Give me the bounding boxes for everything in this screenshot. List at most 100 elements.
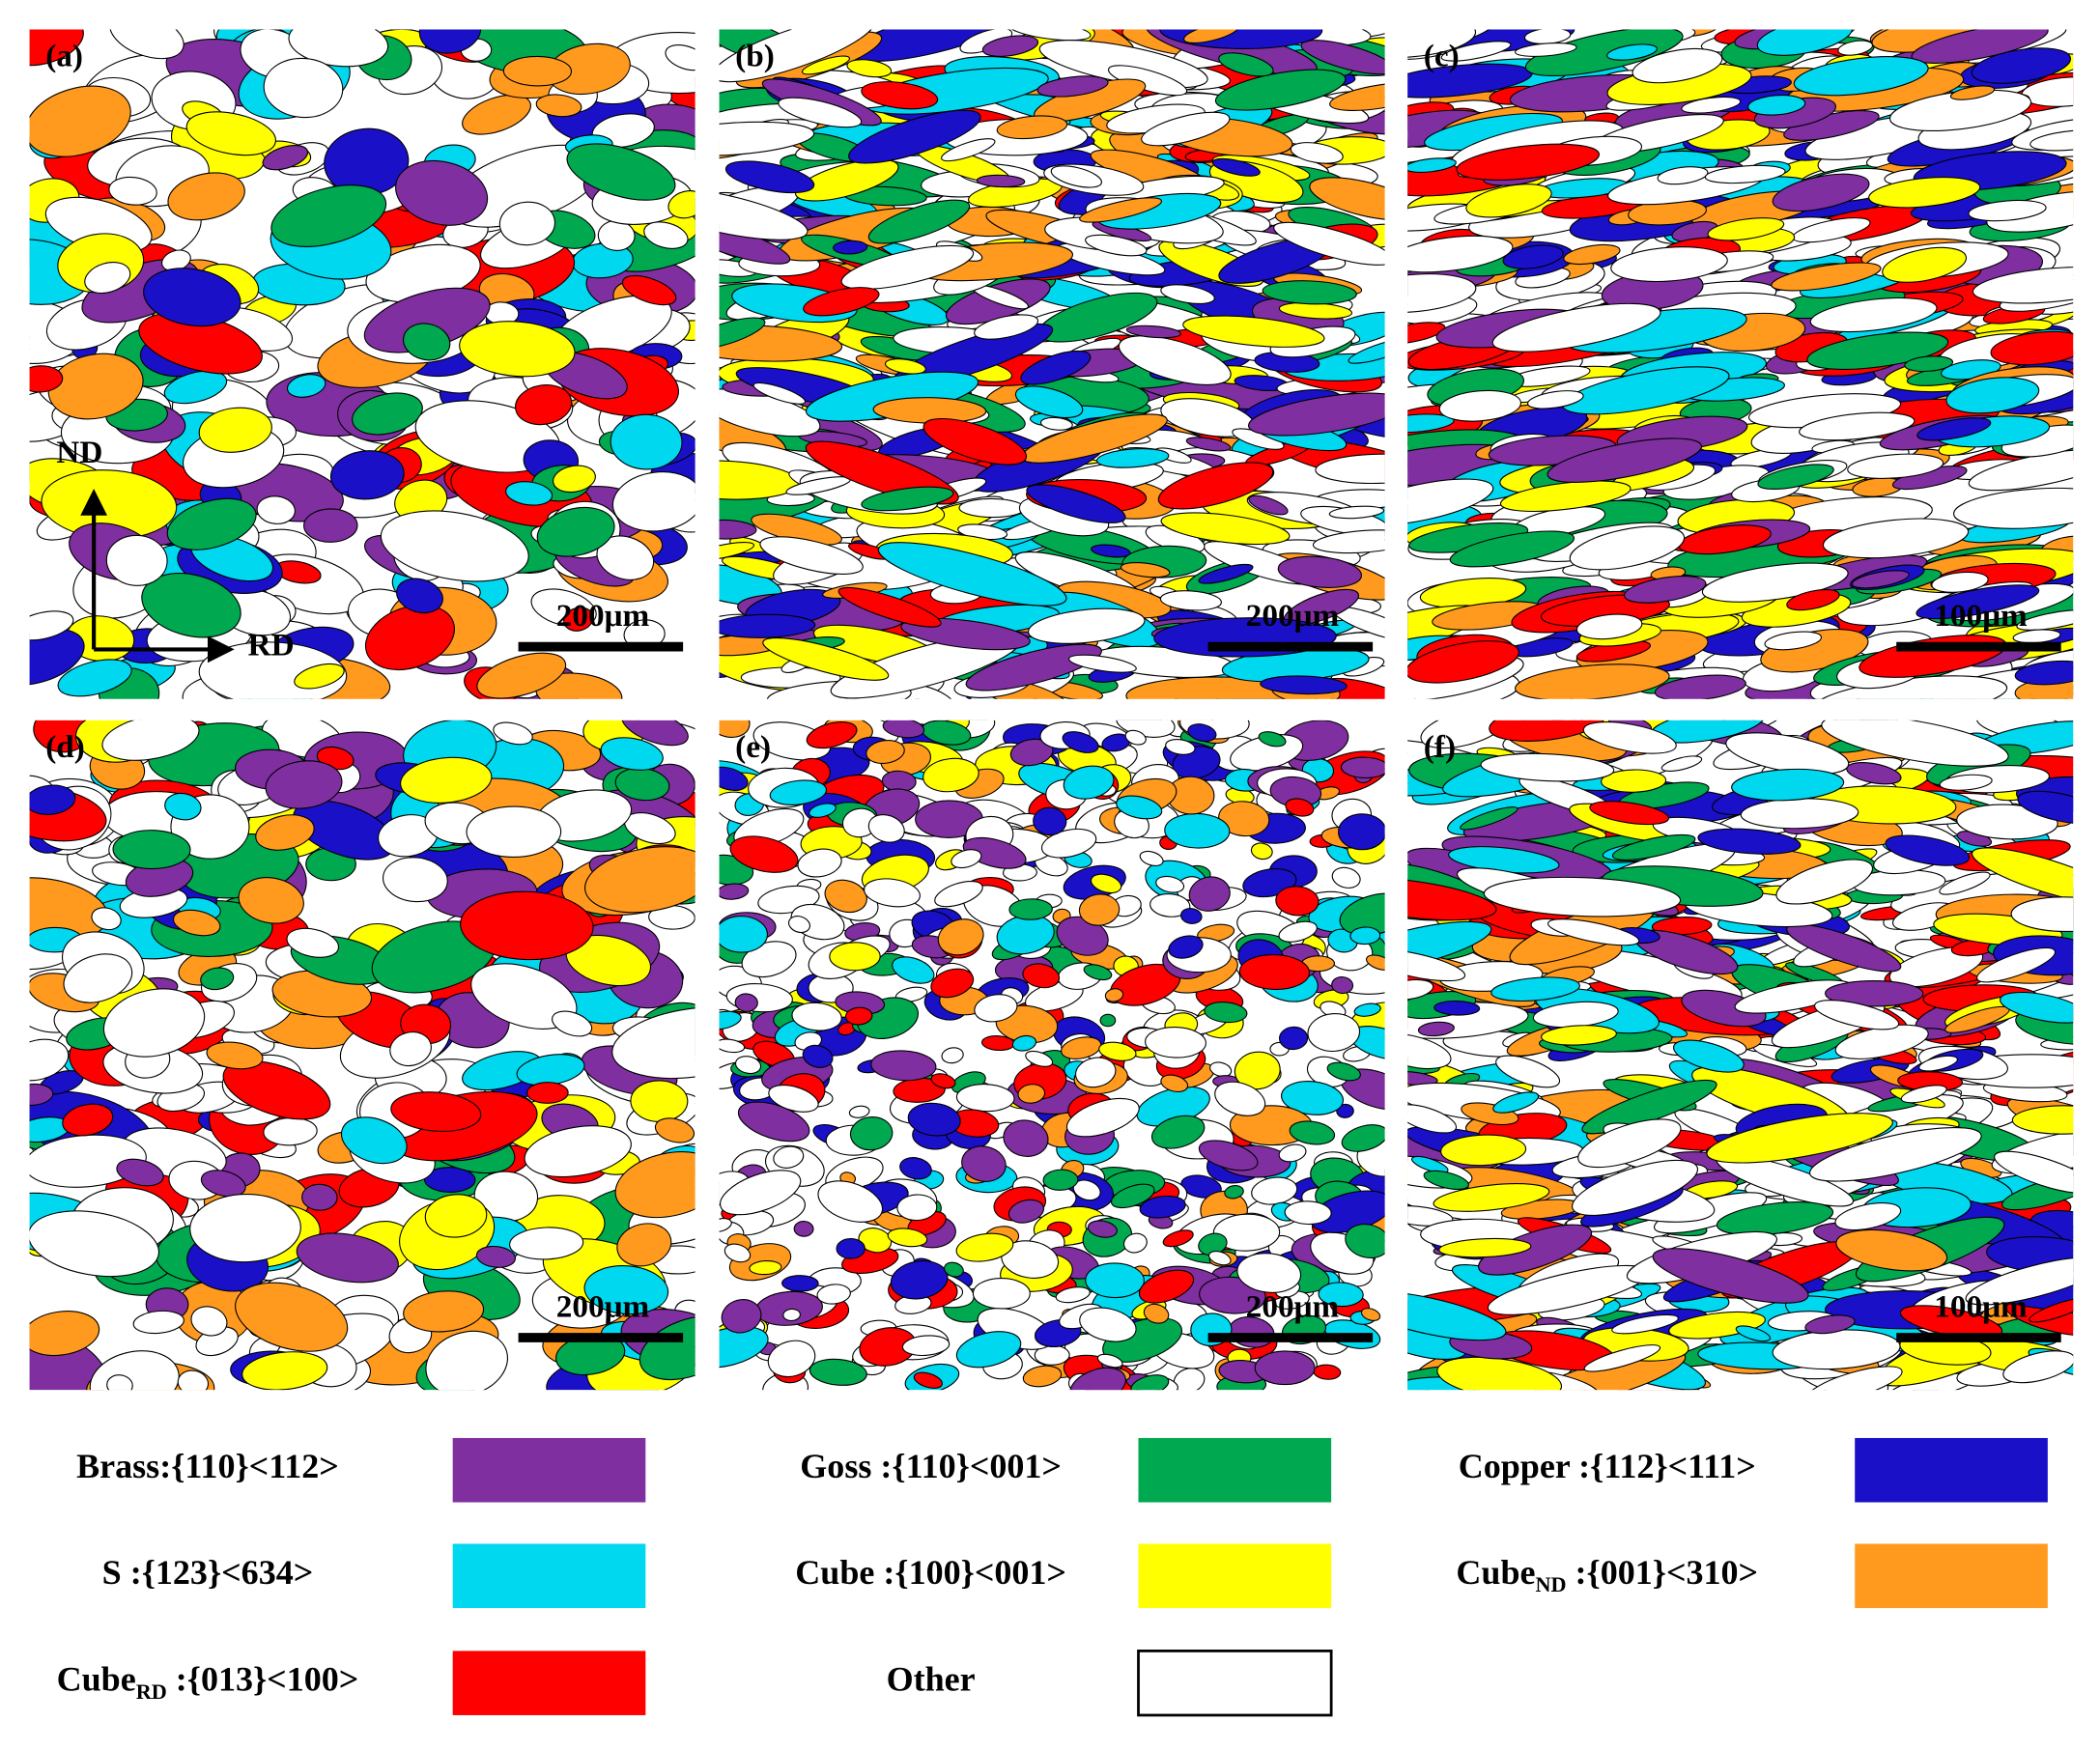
grain	[1799, 411, 1916, 441]
grain	[1208, 1251, 1232, 1266]
grain	[2002, 1350, 2074, 1384]
grain	[611, 471, 695, 532]
grain	[1583, 1344, 1661, 1372]
grain	[177, 1369, 210, 1391]
grain	[654, 1117, 695, 1143]
grain	[509, 1227, 584, 1260]
grain	[190, 1306, 228, 1337]
grain	[719, 613, 816, 638]
grain	[108, 176, 157, 206]
grain	[1707, 217, 1785, 241]
grain	[286, 927, 340, 958]
grain	[610, 413, 683, 470]
grain	[1440, 1134, 1527, 1167]
grain	[389, 1031, 432, 1067]
grain	[1160, 284, 1215, 305]
grain	[1180, 1174, 1222, 1199]
grain	[1524, 29, 1684, 76]
grain	[460, 890, 594, 961]
grain	[1704, 164, 1786, 184]
grain	[1771, 262, 1882, 292]
grain	[1234, 1051, 1281, 1090]
grain	[794, 158, 899, 202]
grain	[1083, 964, 1113, 981]
grain	[1809, 296, 1938, 333]
legend-name: S :{123}<634>	[102, 1553, 314, 1592]
grain	[1410, 1155, 1449, 1174]
grain	[941, 138, 996, 162]
grain	[241, 1351, 328, 1391]
grain	[1495, 1055, 1561, 1088]
grain	[505, 481, 553, 506]
grain	[1069, 1367, 1126, 1391]
grain	[816, 1284, 851, 1305]
grain	[1407, 1290, 1507, 1341]
grain	[502, 55, 573, 87]
grain	[1331, 976, 1354, 995]
grain	[890, 1260, 949, 1300]
grain	[1122, 1232, 1148, 1254]
grain	[1772, 173, 1870, 212]
scale-label: 200μm	[1246, 598, 1340, 634]
grain	[583, 1265, 669, 1315]
grain	[563, 607, 594, 632]
micrograph	[719, 720, 1385, 1391]
grain	[1868, 177, 1981, 209]
grain	[887, 1228, 928, 1248]
micrograph	[1407, 29, 2074, 699]
grain	[630, 1080, 689, 1122]
legend-swatch	[452, 1651, 646, 1715]
grain	[1125, 325, 1181, 339]
grain	[2014, 660, 2074, 686]
grain	[729, 835, 799, 873]
grain	[1020, 350, 1092, 385]
grain	[719, 519, 757, 540]
grain	[639, 1315, 695, 1381]
grain	[793, 1221, 814, 1237]
nd-arrowhead	[80, 489, 107, 516]
grain	[806, 721, 858, 749]
grain	[1160, 512, 1291, 546]
grain	[1423, 1170, 1469, 1191]
grain	[459, 321, 576, 378]
grain	[1260, 675, 1348, 695]
grain	[1204, 1002, 1248, 1024]
grain	[1014, 385, 1084, 419]
grain	[425, 1330, 509, 1391]
grain	[1143, 1303, 1170, 1324]
grain	[91, 907, 122, 931]
grain	[1011, 1034, 1037, 1052]
grain	[1986, 190, 2074, 233]
grain	[164, 792, 202, 821]
grain	[462, 94, 531, 135]
grain	[101, 720, 200, 761]
grain	[724, 160, 815, 194]
grain	[665, 44, 695, 71]
grain	[1277, 555, 1363, 588]
grain	[1124, 729, 1147, 746]
grain	[1478, 1224, 1593, 1276]
grain	[1654, 674, 1746, 699]
grain	[1541, 1025, 1617, 1046]
grain	[1433, 1000, 1481, 1016]
grain	[2029, 1297, 2074, 1323]
grain	[1990, 330, 2074, 366]
grain	[899, 1157, 932, 1180]
grain	[1183, 29, 1239, 44]
grain	[1079, 1307, 1137, 1342]
grain	[1315, 453, 1385, 485]
grain	[1198, 1140, 1259, 1171]
grain	[621, 274, 677, 306]
grain	[1326, 1061, 1361, 1082]
grain	[1407, 978, 1434, 1001]
grain	[1547, 918, 1640, 946]
legend-label: S :{123}<634>	[102, 1553, 314, 1592]
legend-name: Brass:{110}<112>	[76, 1448, 339, 1486]
grain	[402, 323, 451, 361]
grain	[566, 143, 676, 201]
grain	[1407, 640, 1519, 684]
grain	[270, 184, 387, 247]
grain	[163, 370, 228, 405]
grain	[1074, 1057, 1117, 1088]
grain	[752, 381, 807, 405]
